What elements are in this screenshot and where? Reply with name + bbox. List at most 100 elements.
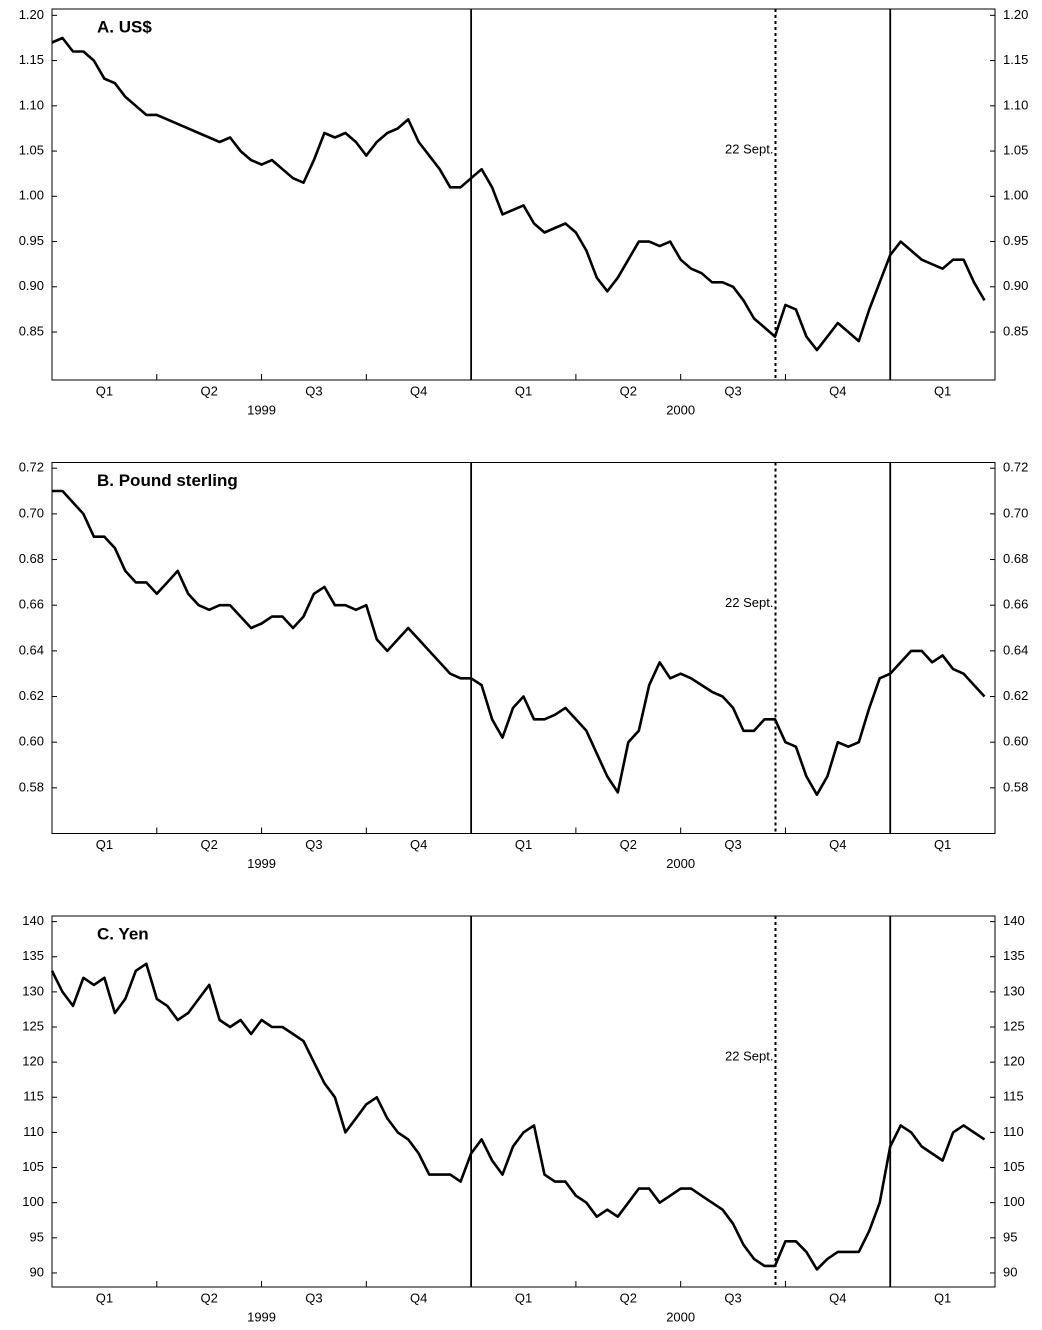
y-tick-label: 110: [23, 1124, 44, 1139]
quarter-label: Q1: [515, 383, 532, 398]
quarter-label: Q2: [620, 1290, 637, 1305]
y2-tick-label: 120: [1003, 1054, 1025, 1069]
year-label: 2000: [666, 1309, 695, 1324]
y2-tick-label: 130: [1003, 983, 1025, 998]
y2-tick-label: 0.58: [1003, 779, 1028, 794]
quarter-label: Q2: [200, 383, 217, 398]
quarter-label: Q1: [934, 383, 951, 398]
data-line: [51, 36, 986, 352]
y-tick-label: 0.90: [19, 278, 44, 293]
quarter-label: Q4: [829, 383, 846, 398]
quarter-label: Q1: [96, 1290, 113, 1305]
y2-tick-label: 1.05: [1003, 143, 1028, 158]
panel-title: C. Yen: [97, 924, 149, 943]
y-tick-label: 120: [22, 1054, 44, 1069]
quarter-label: Q3: [724, 383, 741, 398]
y-tick-label: 1.05: [19, 143, 44, 158]
quarter-label: Q1: [515, 837, 532, 852]
event-label: 22 Sept.: [725, 1048, 773, 1063]
panel-title: B. Pound sterling: [97, 471, 238, 490]
y-tick-label: 1.00: [19, 188, 44, 203]
y2-tick-label: 95: [1003, 1229, 1017, 1244]
y-tick-label: 0.95: [19, 233, 44, 248]
y-tick-label: 0.72: [19, 460, 44, 475]
y2-tick-label: 0.95: [1003, 233, 1028, 248]
year-label: 2000: [666, 402, 695, 417]
y2-tick-label: 0.85: [1003, 323, 1028, 338]
y-tick-label: 0.64: [19, 642, 44, 657]
event-label: 22 Sept.: [725, 141, 773, 156]
y-tick-label: 0.58: [19, 779, 44, 794]
y2-tick-label: 0.60: [1003, 734, 1028, 749]
y2-tick-label: 90: [1003, 1264, 1017, 1279]
plot-frame: [51, 8, 996, 381]
quarter-label: Q4: [410, 383, 427, 398]
quarter-label: Q1: [515, 1290, 532, 1305]
y2-tick-label: 1.15: [1003, 52, 1028, 67]
y-tick-label: 140: [22, 913, 44, 928]
y-tick-label: 115: [23, 1089, 44, 1104]
y2-tick-label: 110: [1003, 1124, 1024, 1139]
data-line: [52, 489, 986, 796]
quarter-label: Q4: [410, 837, 427, 852]
quarter-label: Q3: [724, 837, 741, 852]
y2-tick-label: 115: [1003, 1089, 1024, 1104]
y-tick-label: 0.68: [19, 551, 44, 566]
event-label: 22 Sept.: [725, 595, 773, 610]
y-tick-label: 0.60: [19, 734, 44, 749]
quarter-label: Q3: [305, 1290, 322, 1305]
y2-tick-label: 135: [1003, 948, 1025, 963]
year-label: 1999: [247, 856, 276, 871]
y-tick-label: 0.85: [19, 323, 44, 338]
y2-tick-label: 0.72: [1003, 460, 1028, 475]
quarter-label: Q1: [96, 837, 113, 852]
y2-tick-label: 0.70: [1003, 505, 1028, 520]
quarter-label: Q3: [724, 1290, 741, 1305]
y-tick-label: 105: [22, 1159, 44, 1174]
quarter-label: Q3: [305, 383, 322, 398]
quarter-label: Q4: [410, 1290, 427, 1305]
y2-tick-label: 0.68: [1003, 551, 1028, 566]
plot-frame: [51, 915, 996, 1288]
quarter-label: Q4: [829, 837, 846, 852]
plot-frame: [51, 462, 996, 834]
quarter-label: Q2: [620, 383, 637, 398]
y-tick-label: 125: [22, 1018, 44, 1033]
y2-tick-label: 1.00: [1003, 188, 1028, 203]
y-tick-label: 1.20: [19, 7, 44, 22]
y2-tick-label: 100: [1003, 1194, 1025, 1209]
year-label: 1999: [247, 402, 276, 417]
y2-tick-label: 1.20: [1003, 7, 1028, 22]
y-tick-label: 1.15: [19, 52, 44, 67]
quarter-label: Q2: [620, 837, 637, 852]
quarter-label: Q2: [200, 1290, 217, 1305]
quarter-label: Q1: [934, 1290, 951, 1305]
data-line: [50, 962, 986, 1271]
year-label: 1999: [247, 1309, 276, 1324]
quarter-label: Q1: [934, 837, 951, 852]
quarter-label: Q1: [96, 383, 113, 398]
y2-tick-label: 140: [1003, 913, 1025, 928]
y2-tick-label: 1.10: [1003, 97, 1028, 112]
y-tick-label: 0.70: [19, 505, 44, 520]
y-tick-label: 95: [30, 1229, 44, 1244]
quarter-label: Q2: [200, 837, 217, 852]
quarter-label: Q3: [305, 837, 322, 852]
quarter-label: Q4: [829, 1290, 846, 1305]
year-label: 2000: [666, 856, 695, 871]
panel-title: A. US$: [97, 17, 152, 36]
y2-tick-label: 0.66: [1003, 597, 1028, 612]
y-tick-label: 130: [22, 983, 44, 998]
y-tick-label: 0.62: [19, 688, 44, 703]
y-tick-label: 90: [30, 1264, 44, 1279]
y2-tick-label: 125: [1003, 1018, 1025, 1033]
y-tick-label: 135: [22, 948, 44, 963]
y2-tick-label: 105: [1003, 1159, 1025, 1174]
y-tick-label: 1.10: [19, 97, 44, 112]
y-tick-label: 100: [22, 1194, 44, 1209]
y2-tick-label: 0.90: [1003, 278, 1028, 293]
y2-tick-label: 0.64: [1003, 642, 1028, 657]
y2-tick-label: 0.62: [1003, 688, 1028, 703]
y-tick-label: 0.66: [19, 597, 44, 612]
